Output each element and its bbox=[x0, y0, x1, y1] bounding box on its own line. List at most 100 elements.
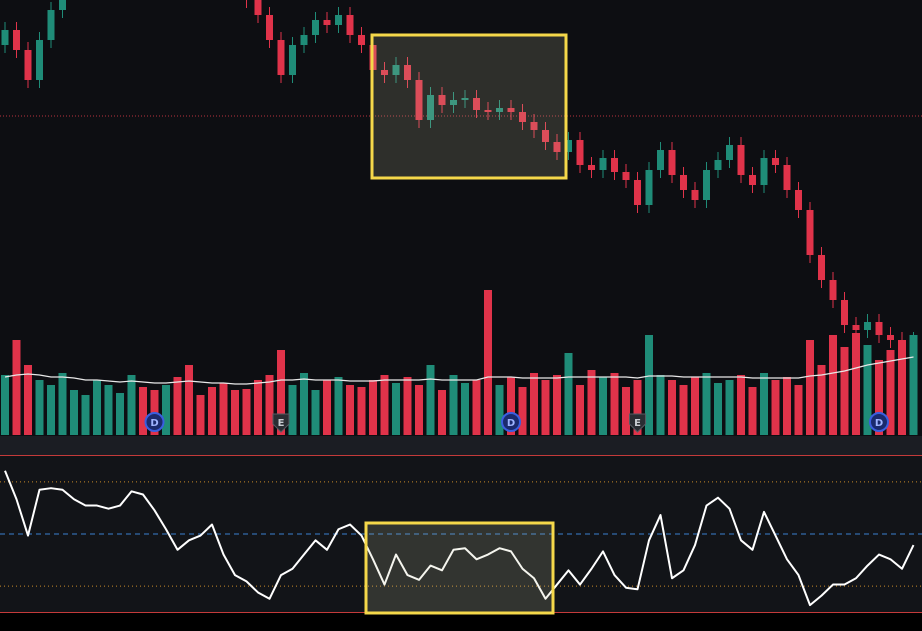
volume-bar bbox=[219, 383, 228, 435]
volume-bar bbox=[380, 375, 389, 435]
volume-bar bbox=[415, 385, 423, 435]
volume-bar bbox=[852, 333, 860, 435]
volume-bar bbox=[449, 375, 458, 435]
volume-bar bbox=[691, 377, 699, 435]
volume-bar bbox=[265, 375, 274, 435]
candle-body bbox=[358, 35, 365, 45]
candle-body bbox=[289, 45, 296, 75]
volume-bar bbox=[196, 395, 205, 435]
highlight-box bbox=[370, 33, 568, 180]
volume-bar bbox=[576, 385, 584, 435]
candle-body bbox=[818, 255, 825, 280]
volume-bar bbox=[24, 365, 32, 435]
volume-bar bbox=[242, 389, 251, 435]
volume-bar bbox=[231, 390, 239, 435]
event-marker bbox=[144, 412, 165, 432]
candle-body bbox=[59, 0, 66, 10]
volume-bar bbox=[392, 383, 400, 435]
candle-body bbox=[404, 65, 411, 80]
volume-bar bbox=[610, 373, 619, 435]
volume-bar bbox=[208, 387, 216, 435]
price-panel bbox=[0, 0, 922, 436]
volume-bar bbox=[668, 380, 676, 435]
volume-bar bbox=[599, 377, 607, 435]
candle-body bbox=[507, 108, 515, 112]
oscillator-layer bbox=[0, 455, 922, 613]
volume-bar bbox=[357, 387, 366, 435]
candle-body bbox=[312, 20, 319, 35]
candle-body bbox=[783, 165, 791, 190]
volume-bar bbox=[909, 335, 918, 435]
candle-body bbox=[484, 110, 492, 112]
candle-body bbox=[806, 210, 814, 255]
candle-body bbox=[277, 40, 285, 75]
candle-body bbox=[335, 15, 342, 25]
volume-bar bbox=[783, 377, 791, 435]
volume-bar bbox=[541, 380, 550, 435]
volume-bar bbox=[679, 385, 688, 435]
event-label: D bbox=[875, 418, 883, 429]
candle-body bbox=[266, 15, 273, 40]
volume-bar bbox=[794, 385, 803, 435]
candle-body bbox=[24, 50, 32, 80]
candle-body bbox=[415, 80, 423, 120]
volume-bar bbox=[70, 390, 78, 435]
candle-body bbox=[519, 112, 526, 122]
bottom-bar bbox=[0, 613, 922, 631]
candle-body bbox=[645, 170, 653, 205]
candle-body bbox=[703, 170, 710, 200]
volume-bar bbox=[173, 377, 182, 435]
candle-body bbox=[13, 30, 20, 50]
volume-bar bbox=[116, 393, 124, 435]
volume-bar bbox=[35, 380, 44, 435]
candle-body bbox=[300, 35, 308, 45]
volume-bar bbox=[495, 385, 504, 435]
candle-body bbox=[749, 175, 756, 185]
volume-bar bbox=[127, 375, 136, 435]
volume-bar bbox=[104, 385, 113, 435]
candle-body bbox=[760, 158, 768, 185]
event-marker bbox=[501, 412, 521, 432]
volume-bar bbox=[12, 340, 21, 435]
candle-body bbox=[611, 158, 618, 172]
volume-bar bbox=[725, 380, 734, 435]
volume-bar bbox=[645, 335, 653, 435]
candle-body bbox=[461, 98, 469, 100]
volume-ma-line bbox=[4, 356, 914, 385]
volume-bar bbox=[530, 373, 538, 435]
event-label: E bbox=[278, 418, 285, 429]
volume-bar bbox=[863, 345, 872, 435]
volume-bar bbox=[760, 373, 768, 435]
candle-body bbox=[427, 95, 434, 120]
volume-bar bbox=[806, 340, 814, 435]
volume-bar bbox=[656, 375, 665, 435]
candle-body bbox=[496, 108, 503, 112]
candle-body bbox=[622, 172, 630, 180]
candle-body bbox=[254, 0, 262, 15]
volume-bar bbox=[817, 365, 826, 435]
candle-body bbox=[887, 335, 894, 340]
event-marker bbox=[869, 412, 889, 432]
volume-bar bbox=[277, 350, 285, 435]
volume-bar bbox=[484, 290, 492, 435]
candle-body bbox=[392, 65, 400, 75]
event-label: E bbox=[634, 418, 641, 429]
volume-bar bbox=[622, 387, 630, 435]
volume-bar bbox=[254, 380, 262, 435]
candle-body bbox=[829, 280, 837, 300]
volume-bar bbox=[702, 373, 711, 435]
volume-bar bbox=[311, 390, 320, 435]
volume-bar bbox=[829, 335, 837, 435]
volume-bar bbox=[346, 385, 354, 435]
event-label: D bbox=[507, 418, 515, 429]
volume-bar bbox=[518, 387, 527, 435]
volume-bar bbox=[334, 377, 343, 435]
candle-body bbox=[680, 175, 687, 190]
volume-bar bbox=[748, 387, 757, 435]
volume-bar bbox=[886, 350, 895, 435]
candle-body bbox=[772, 158, 779, 165]
candle-body bbox=[553, 142, 561, 152]
event-label: D bbox=[150, 418, 158, 429]
volume-bar bbox=[162, 385, 170, 435]
